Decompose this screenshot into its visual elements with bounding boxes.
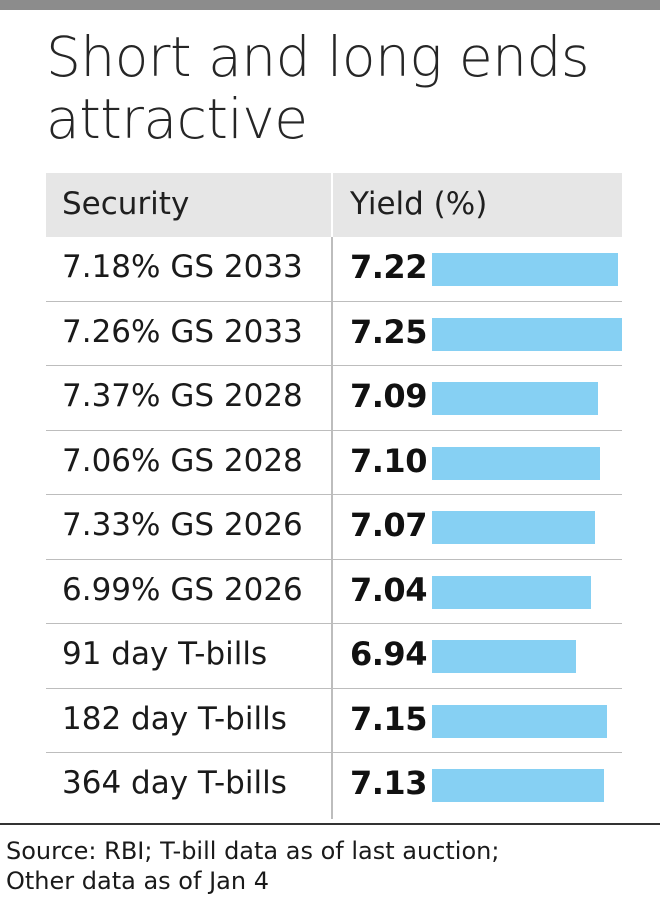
title-line-2: attractive bbox=[46, 87, 308, 151]
yield-bar bbox=[432, 511, 596, 544]
table-row: 7.26% GS 2033 7.25 bbox=[46, 302, 622, 366]
yield-table: Security Yield (%) 7.18% GS 2033 7.22 7.26… bbox=[46, 173, 622, 818]
security-label: 364 day T-bills bbox=[62, 765, 287, 801]
table-row: 7.33% GS 2026 7.07 bbox=[46, 495, 622, 560]
bottom-rule bbox=[0, 823, 660, 825]
table-row: 182 day T-bills 7.15 bbox=[46, 689, 622, 753]
yield-bar bbox=[432, 317, 622, 351]
yield-value: 7.09 bbox=[350, 377, 427, 415]
column-divider bbox=[331, 237, 333, 819]
security-label: 7.37% GS 2028 bbox=[62, 378, 303, 414]
yield-bar bbox=[432, 253, 618, 286]
yield-bar bbox=[432, 704, 608, 738]
yield-bar bbox=[432, 382, 599, 415]
security-label: 182 day T-bills bbox=[62, 700, 287, 737]
yield-bar bbox=[432, 769, 605, 802]
table-header: Security Yield (%) bbox=[46, 173, 622, 237]
yield-value: 7.10 bbox=[350, 441, 427, 480]
security-label: 6.99% GS 2026 bbox=[62, 571, 303, 608]
source-line-2: Other data as of Jan 4 bbox=[6, 867, 269, 895]
table-row: 7.06% GS 2028 7.10 bbox=[46, 431, 622, 495]
source-line-1: Source: RBI; T-bill data as of last auct… bbox=[6, 837, 500, 865]
yield-value: 7.13 bbox=[350, 764, 427, 802]
table-row: 6.99% GS 2026 7.04 bbox=[46, 560, 622, 624]
table-row: 7.18% GS 2033 7.22 bbox=[46, 237, 622, 302]
table-row: 7.37% GS 2028 7.09 bbox=[46, 366, 622, 431]
header-yield: Yield (%) bbox=[350, 186, 488, 222]
security-label: 91 day T-bills bbox=[62, 636, 268, 672]
yield-value: 7.25 bbox=[350, 312, 427, 351]
title-line-1: Short and long ends bbox=[46, 25, 590, 89]
source-note: Source: RBI; T-bill data as of last auct… bbox=[6, 836, 646, 896]
yield-bar bbox=[432, 446, 600, 480]
security-label: 7.26% GS 2033 bbox=[62, 313, 303, 350]
security-label: 7.18% GS 2033 bbox=[62, 249, 303, 285]
yield-bar bbox=[432, 640, 576, 673]
chart-title: Short and long ends attractive bbox=[46, 26, 646, 150]
yield-value: 7.22 bbox=[350, 248, 427, 286]
table-row: 364 day T-bills 7.13 bbox=[46, 753, 622, 818]
yield-value: 7.07 bbox=[350, 506, 427, 544]
header-security: Security bbox=[62, 186, 190, 222]
security-label: 7.33% GS 2026 bbox=[62, 507, 303, 543]
yield-value: 6.94 bbox=[350, 635, 427, 673]
yield-value: 7.04 bbox=[350, 570, 427, 609]
table-row: 91 day T-bills 6.94 bbox=[46, 624, 622, 689]
top-rule bbox=[0, 0, 660, 10]
yield-value: 7.15 bbox=[350, 699, 427, 738]
yield-bar bbox=[432, 575, 591, 609]
table-body: 7.18% GS 2033 7.22 7.26% GS 2033 7.25 7.37% … bbox=[46, 237, 622, 818]
header-divider bbox=[331, 173, 333, 237]
security-label: 7.06% GS 2028 bbox=[62, 442, 303, 479]
